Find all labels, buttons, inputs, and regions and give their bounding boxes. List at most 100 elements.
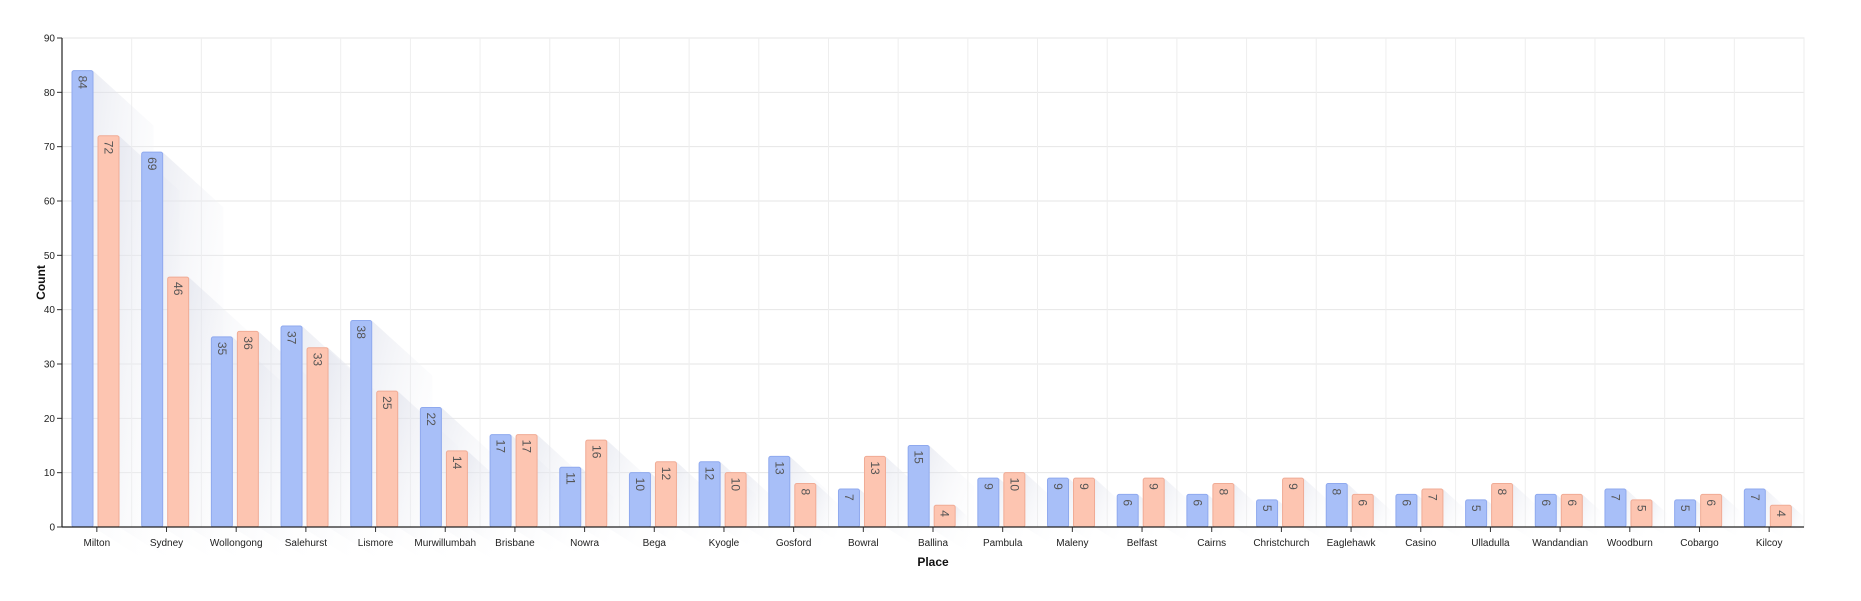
x-tick-label: Ballina [918, 538, 948, 549]
bar-value-label: 5 [1678, 505, 1692, 512]
x-tick-label: Sydney [150, 538, 183, 549]
bar-value-label: 6 [1539, 499, 1553, 506]
bar-value-label: 46 [171, 282, 185, 296]
bar-value-label: 11 [563, 472, 577, 485]
x-tick-label: Pambula [983, 538, 1023, 549]
bar-value-label: 69 [145, 157, 159, 171]
y-axis-title: Count [34, 265, 48, 300]
bar [97, 135, 120, 528]
x-tick-label: Kilcoy [1756, 538, 1783, 549]
y-tick-label: 60 [44, 197, 56, 208]
bar-value-label: 5 [1469, 505, 1483, 512]
bar-shadow [885, 456, 925, 552]
bar-value-label: 13 [772, 461, 786, 475]
x-tick-label: Casino [1405, 538, 1437, 549]
bar-value-label: 33 [311, 353, 325, 367]
bar-value-label: 4 [1774, 510, 1788, 517]
y-tick-label: 0 [49, 523, 55, 534]
bar-value-label: 6 [1190, 499, 1204, 506]
bar [141, 151, 164, 528]
x-tick-label: Bowral [848, 538, 879, 549]
x-tick-label: Ulladulla [1471, 538, 1510, 549]
bar-value-label: 22 [424, 412, 438, 426]
bar-value-label: 35 [215, 342, 229, 356]
bar-value-label: 10 [1007, 478, 1021, 492]
bar-value-label: 12 [703, 467, 717, 481]
bar-value-label: 9 [1051, 483, 1065, 490]
bar [167, 276, 190, 528]
x-tick-label: Brisbane [495, 538, 535, 549]
bar-value-label: 17 [494, 440, 508, 454]
x-tick-label: Milton [83, 538, 110, 549]
bar-value-label: 14 [450, 456, 464, 470]
bar-value-label: 10 [633, 478, 647, 492]
bar [236, 330, 259, 528]
bar-value-label: 36 [241, 336, 255, 350]
bar-value-label: 17 [520, 440, 534, 454]
bar [210, 336, 233, 528]
bar-value-label: 15 [912, 451, 926, 465]
bar-shadow [1582, 494, 1601, 539]
bar-value-label: 9 [981, 483, 995, 490]
bar-value-label: 10 [729, 478, 743, 492]
bar-value-label: 13 [868, 461, 882, 475]
bar-value-label: 8 [1330, 489, 1344, 496]
bar-value-label: 37 [285, 331, 299, 345]
bar-shadow [1791, 505, 1804, 535]
y-tick-label: 30 [44, 360, 56, 371]
y-tick-label: 20 [44, 414, 56, 425]
x-tick-label: Cobargo [1680, 538, 1719, 549]
bar-value-label: 38 [354, 326, 368, 340]
bar-value-label: 4 [938, 510, 952, 517]
bar-shadow [1024, 472, 1055, 547]
x-tick-label: Lismore [358, 538, 394, 549]
bar-value-label: 9 [1286, 483, 1300, 490]
bar-shadow [1233, 483, 1258, 543]
x-tick-label: Nowra [570, 538, 599, 549]
y-tick-label: 50 [44, 251, 56, 262]
axes: 0 10 20 30 40 50 60 70 80 90 Milton Sydney Wollongon… [44, 34, 1804, 549]
bar-value-label: 72 [102, 141, 116, 155]
bar [350, 320, 373, 528]
bar-value-label: 8 [1495, 489, 1509, 496]
bar-value-label: 9 [1077, 483, 1091, 490]
bar [71, 70, 94, 528]
y-tick-label: 10 [44, 468, 56, 479]
y-tick-label: 90 [44, 34, 56, 45]
bar-shadow [746, 472, 777, 547]
bar-value-label: 16 [589, 445, 603, 459]
bar [376, 390, 399, 528]
bar-value-label: 7 [1608, 494, 1622, 501]
x-tick-label: Murwillumbah [414, 538, 476, 549]
bar-value-label: 6 [1704, 499, 1718, 506]
bar-value-label: 84 [76, 76, 90, 90]
bar-value-label: 5 [1260, 505, 1274, 512]
bar-value-label: 12 [659, 467, 673, 481]
x-axis-title: Place [917, 555, 949, 569]
bar-value-label: 6 [1356, 499, 1370, 506]
y-tick-label: 40 [44, 305, 56, 316]
bar-value-label: 7 [842, 494, 856, 501]
bar-shadow [1721, 494, 1740, 539]
bar-value-label: 6 [1399, 499, 1413, 506]
bar-value-label: 5 [1634, 505, 1648, 512]
x-tick-label: Belfast [1127, 538, 1158, 549]
bar [306, 347, 329, 528]
bar-value-label: 25 [380, 396, 394, 410]
x-tick-label: Wandandian [1532, 538, 1588, 549]
bar-shadows [93, 70, 1804, 566]
x-tick-label: Kyogle [709, 538, 740, 549]
x-tick-label: Maleny [1056, 538, 1088, 549]
bar-value-label: 8 [798, 489, 812, 496]
bar-value-label: 6 [1565, 499, 1579, 506]
bar-value-label: 6 [1121, 499, 1135, 506]
bar-shadow [1373, 494, 1392, 539]
x-tick-label: Woodburn [1607, 538, 1653, 549]
x-tick-label: Eaglehawk [1327, 538, 1377, 549]
bar-shadow [1094, 478, 1122, 545]
x-tick-label: Gosford [776, 538, 812, 549]
x-tick-label: Wollongong [210, 538, 263, 549]
bar-shadow [1512, 483, 1537, 543]
y-tick-label: 80 [44, 88, 56, 99]
